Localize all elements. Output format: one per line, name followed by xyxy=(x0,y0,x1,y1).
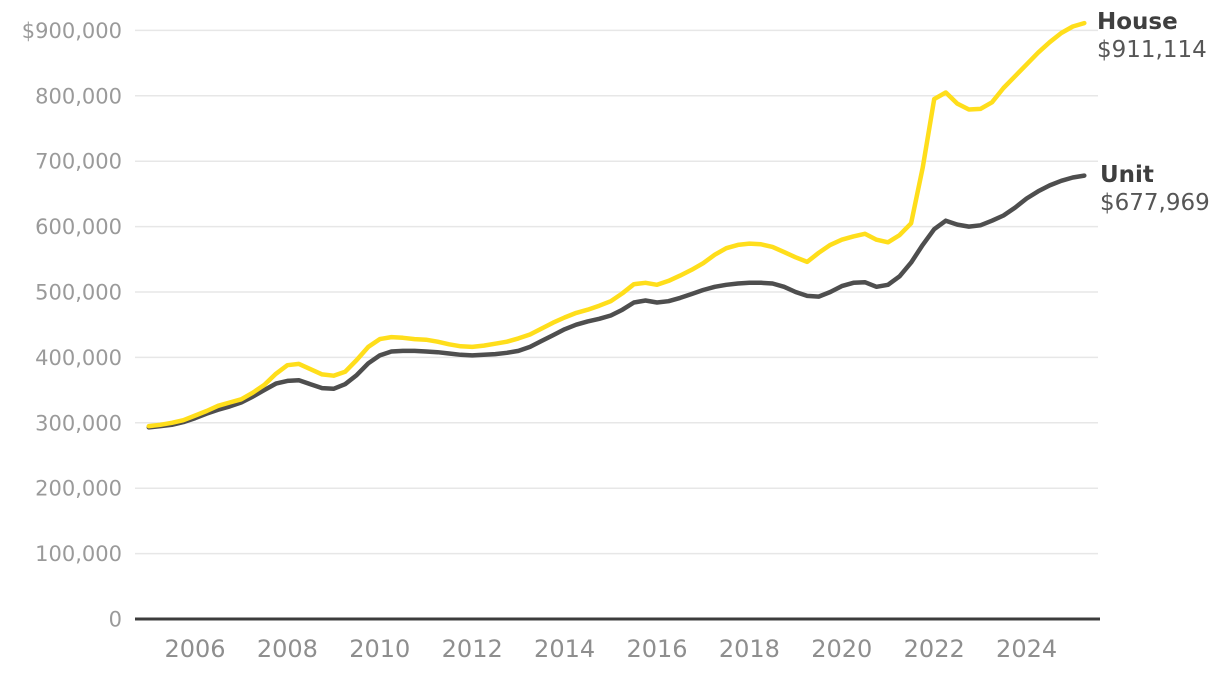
unit-series-name: Unit xyxy=(1100,162,1154,188)
y-tick-label: 200,000 xyxy=(35,477,122,501)
y-tick-label: 400,000 xyxy=(35,346,122,370)
x-tick-label: 2018 xyxy=(719,635,780,663)
unit-series-label: Unit $677,969 xyxy=(1100,161,1210,217)
unit-series-value: $677,969 xyxy=(1100,190,1210,216)
x-tick-label: 2014 xyxy=(534,635,595,663)
house-line xyxy=(146,20,1087,429)
y-tick-label: 700,000 xyxy=(35,150,122,174)
y-tick-label: 300,000 xyxy=(35,411,122,435)
house-series-value: $911,114 xyxy=(1097,37,1207,63)
y-tick-label: $900,000 xyxy=(22,19,122,43)
y-tick-label: 600,000 xyxy=(35,215,122,239)
y-tick-label: 500,000 xyxy=(35,281,122,305)
house-series-label: House $911,114 xyxy=(1097,8,1207,64)
x-tick-label: 2016 xyxy=(626,635,687,663)
x-tick-label: 2022 xyxy=(904,635,965,663)
x-tick-label: 2006 xyxy=(164,635,225,663)
house-series-name: House xyxy=(1097,9,1178,35)
y-tick-label: 100,000 xyxy=(35,542,122,566)
x-tick-label: 2012 xyxy=(442,635,503,663)
y-tick-label: 800,000 xyxy=(35,84,122,108)
x-tick-label: 2008 xyxy=(257,635,318,663)
unit-line xyxy=(146,173,1087,430)
x-tick-label: 2024 xyxy=(996,635,1057,663)
x-tick-label: 2010 xyxy=(349,635,410,663)
x-tick-label: 2020 xyxy=(811,635,872,663)
y-tick-label: 0 xyxy=(109,608,122,632)
